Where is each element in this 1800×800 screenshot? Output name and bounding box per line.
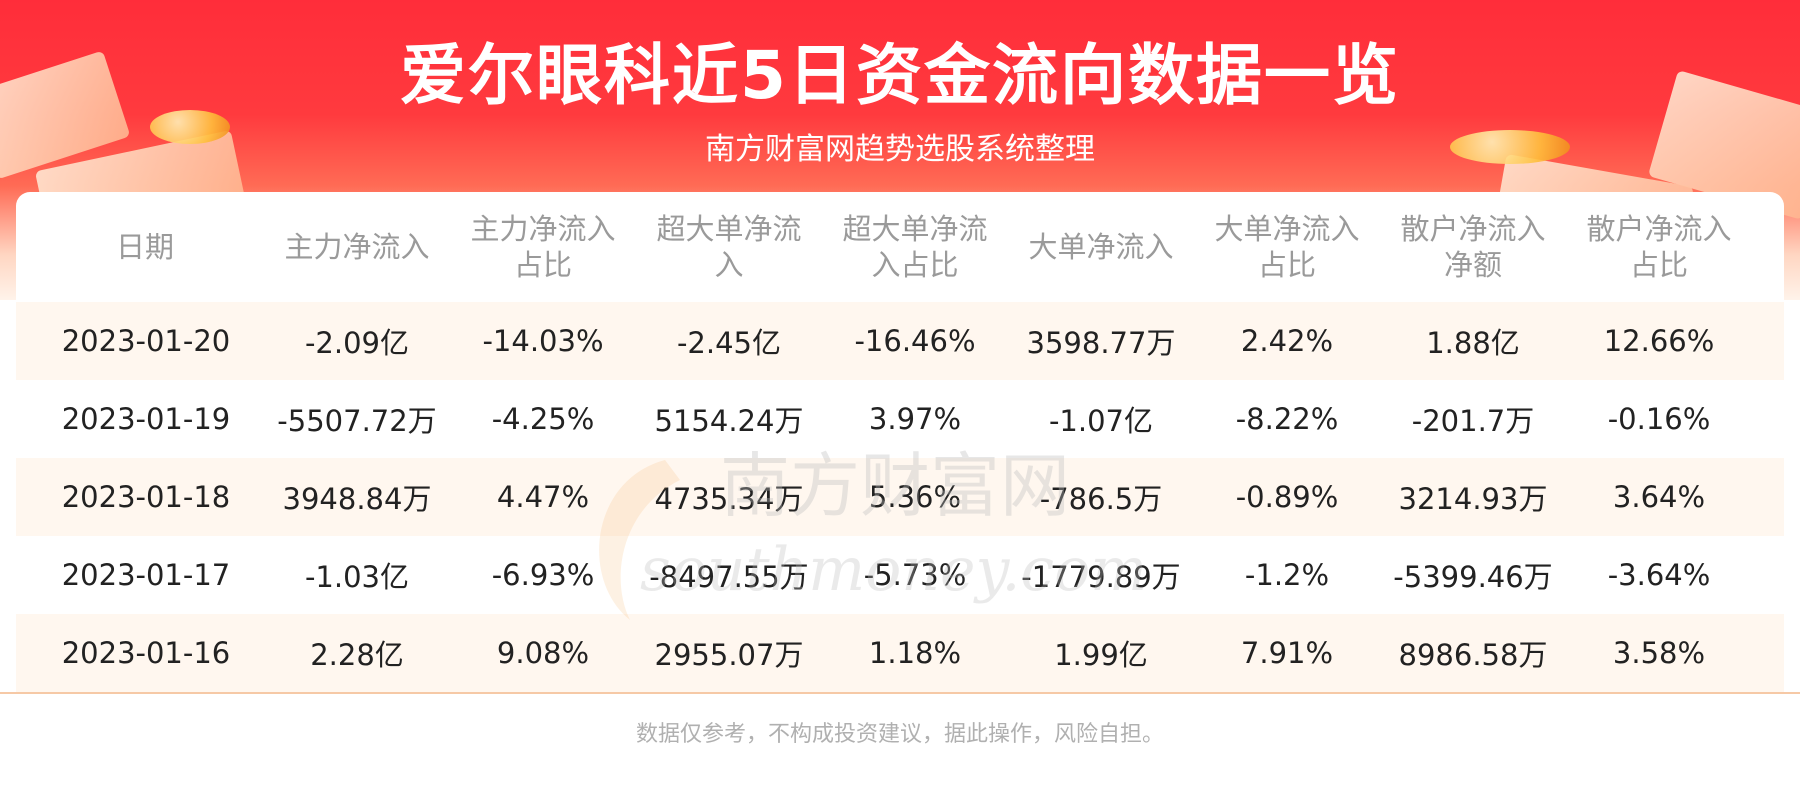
coin-decoration	[1450, 130, 1570, 164]
cell-main-inflow: 2.28亿	[310, 638, 404, 672]
cell-large-inflow: 1.99亿	[1054, 638, 1148, 672]
cell-main-inflow: 3948.84万	[282, 482, 432, 516]
cell-date: 2023-01-18	[61, 480, 231, 514]
cell-main-ratio: 4.47%	[496, 480, 590, 514]
cell-retail-net: 3214.93万	[1398, 482, 1548, 516]
cell-super-large-inflow: -8497.55万	[649, 560, 809, 594]
column-header-line: 入	[714, 248, 744, 282]
cell-main-inflow: -5507.72万	[277, 404, 437, 438]
cell-retail-net: -5399.46万	[1393, 560, 1553, 594]
page-title: 爱尔眼科近5日资金流向数据一览	[400, 37, 1400, 114]
cell-retail-net: -201.7万	[1411, 404, 1535, 438]
column-header-line: 大单净流入	[1028, 230, 1174, 264]
cell-main-ratio: -6.93%	[491, 558, 595, 592]
column-header-large-inflow: 大单净流入	[1008, 229, 1194, 265]
column-header-line: 入占比	[871, 248, 959, 282]
cell-large-ratio: -8.22%	[1235, 402, 1339, 436]
table-row: 2023-01-17 -1.03亿 -6.93% -8497.55万 -5.73…	[16, 536, 1784, 614]
cell-retail-net: 1.88亿	[1426, 326, 1520, 360]
cell-super-large-inflow: 2955.07万	[654, 638, 804, 672]
column-header-super-large-inflow: 超大单净流 入	[636, 211, 822, 283]
cell-large-inflow: 3598.77万	[1026, 326, 1176, 360]
cell-retail-net: 8986.58万	[1398, 638, 1548, 672]
cell-super-large-ratio: -5.73%	[863, 558, 967, 592]
column-header-line: 大单净流入	[1214, 212, 1360, 246]
cell-large-inflow: -786.5万	[1039, 482, 1163, 516]
cell-main-inflow: -2.09亿	[304, 326, 410, 360]
cell-date: 2023-01-16	[61, 636, 231, 670]
cell-date: 2023-01-20	[61, 324, 231, 358]
cell-super-large-inflow: 4735.34万	[654, 482, 804, 516]
column-header-line: 占比	[1629, 248, 1688, 282]
cell-retail-ratio: -3.64%	[1607, 558, 1711, 592]
column-header-super-large-ratio: 超大单净流 入占比	[822, 211, 1008, 283]
table-row: 2023-01-20 -2.09亿 -14.03% -2.45亿 -16.46%…	[16, 302, 1784, 380]
column-header-main-inflow: 主力净流入	[264, 229, 450, 265]
column-header-line: 主力净流入	[470, 212, 616, 246]
cell-large-inflow: -1779.89万	[1021, 560, 1181, 594]
column-header-line: 主力净流入	[284, 230, 430, 264]
table-row: 2023-01-16 2.28亿 9.08% 2955.07万 1.18% 1.…	[16, 614, 1784, 692]
column-header-line: 占比	[1257, 248, 1316, 282]
page-subtitle: 南方财富网趋势选股系统整理	[705, 132, 1095, 167]
cell-large-ratio: -0.89%	[1235, 480, 1339, 514]
column-header-line: 超大单净流	[656, 212, 802, 246]
cell-date: 2023-01-19	[61, 402, 231, 436]
cell-super-large-ratio: 3.97%	[868, 402, 962, 436]
cell-date: 2023-01-17	[61, 558, 231, 592]
data-table-card: 日期 主力净流入 主力净流入 占比 超大单净流 入 超大单净流 入占比 大单净流…	[16, 192, 1784, 800]
cell-main-ratio: -4.25%	[491, 402, 595, 436]
column-header-line: 净额	[1443, 248, 1502, 282]
cell-large-inflow: -1.07亿	[1048, 404, 1154, 438]
cell-large-ratio: -1.2%	[1244, 558, 1330, 592]
column-header-retail-ratio: 散户净流入 占比	[1566, 211, 1752, 283]
footer-divider	[0, 692, 1800, 694]
cell-super-large-ratio: 5.36%	[868, 480, 962, 514]
table-row: 2023-01-19 -5507.72万 -4.25% 5154.24万 3.9…	[16, 380, 1784, 458]
column-header-main-ratio: 主力净流入 占比	[450, 211, 636, 283]
column-header-date: 日期	[76, 229, 214, 265]
cell-main-ratio: -14.03%	[482, 324, 604, 358]
column-header-retail-net: 散户净流入 净额	[1380, 211, 1566, 283]
cell-super-large-ratio: -16.46%	[854, 324, 976, 358]
cell-super-large-inflow: -2.45亿	[676, 326, 782, 360]
column-header-line: 日期	[115, 230, 174, 264]
cell-super-large-ratio: 1.18%	[868, 636, 962, 670]
cell-main-inflow: -1.03亿	[304, 560, 410, 594]
coin-decoration	[150, 110, 230, 144]
column-header-line: 散户净流入	[1400, 212, 1546, 246]
column-header-line: 占比	[513, 248, 572, 282]
cell-main-ratio: 9.08%	[496, 636, 590, 670]
cell-super-large-inflow: 5154.24万	[654, 404, 804, 438]
table-row: 2023-01-18 3948.84万 4.47% 4735.34万 5.36%…	[16, 458, 1784, 536]
column-header-line: 超大单净流	[842, 212, 988, 246]
table-header-row: 日期 主力净流入 主力净流入 占比 超大单净流 入 超大单净流 入占比 大单净流…	[16, 192, 1784, 302]
cell-retail-ratio: -0.16%	[1607, 402, 1711, 436]
cell-large-ratio: 7.91%	[1240, 636, 1334, 670]
column-header-large-ratio: 大单净流入 占比	[1194, 211, 1380, 283]
cell-large-ratio: 2.42%	[1240, 324, 1334, 358]
cell-retail-ratio: 3.64%	[1612, 480, 1706, 514]
column-header-line: 散户净流入	[1586, 212, 1732, 246]
cell-retail-ratio: 12.66%	[1603, 324, 1715, 358]
footer-disclaimer: 数据仅参考，不构成投资建议，据此操作，风险自担。	[635, 722, 1164, 747]
cell-retail-ratio: 3.58%	[1612, 636, 1706, 670]
